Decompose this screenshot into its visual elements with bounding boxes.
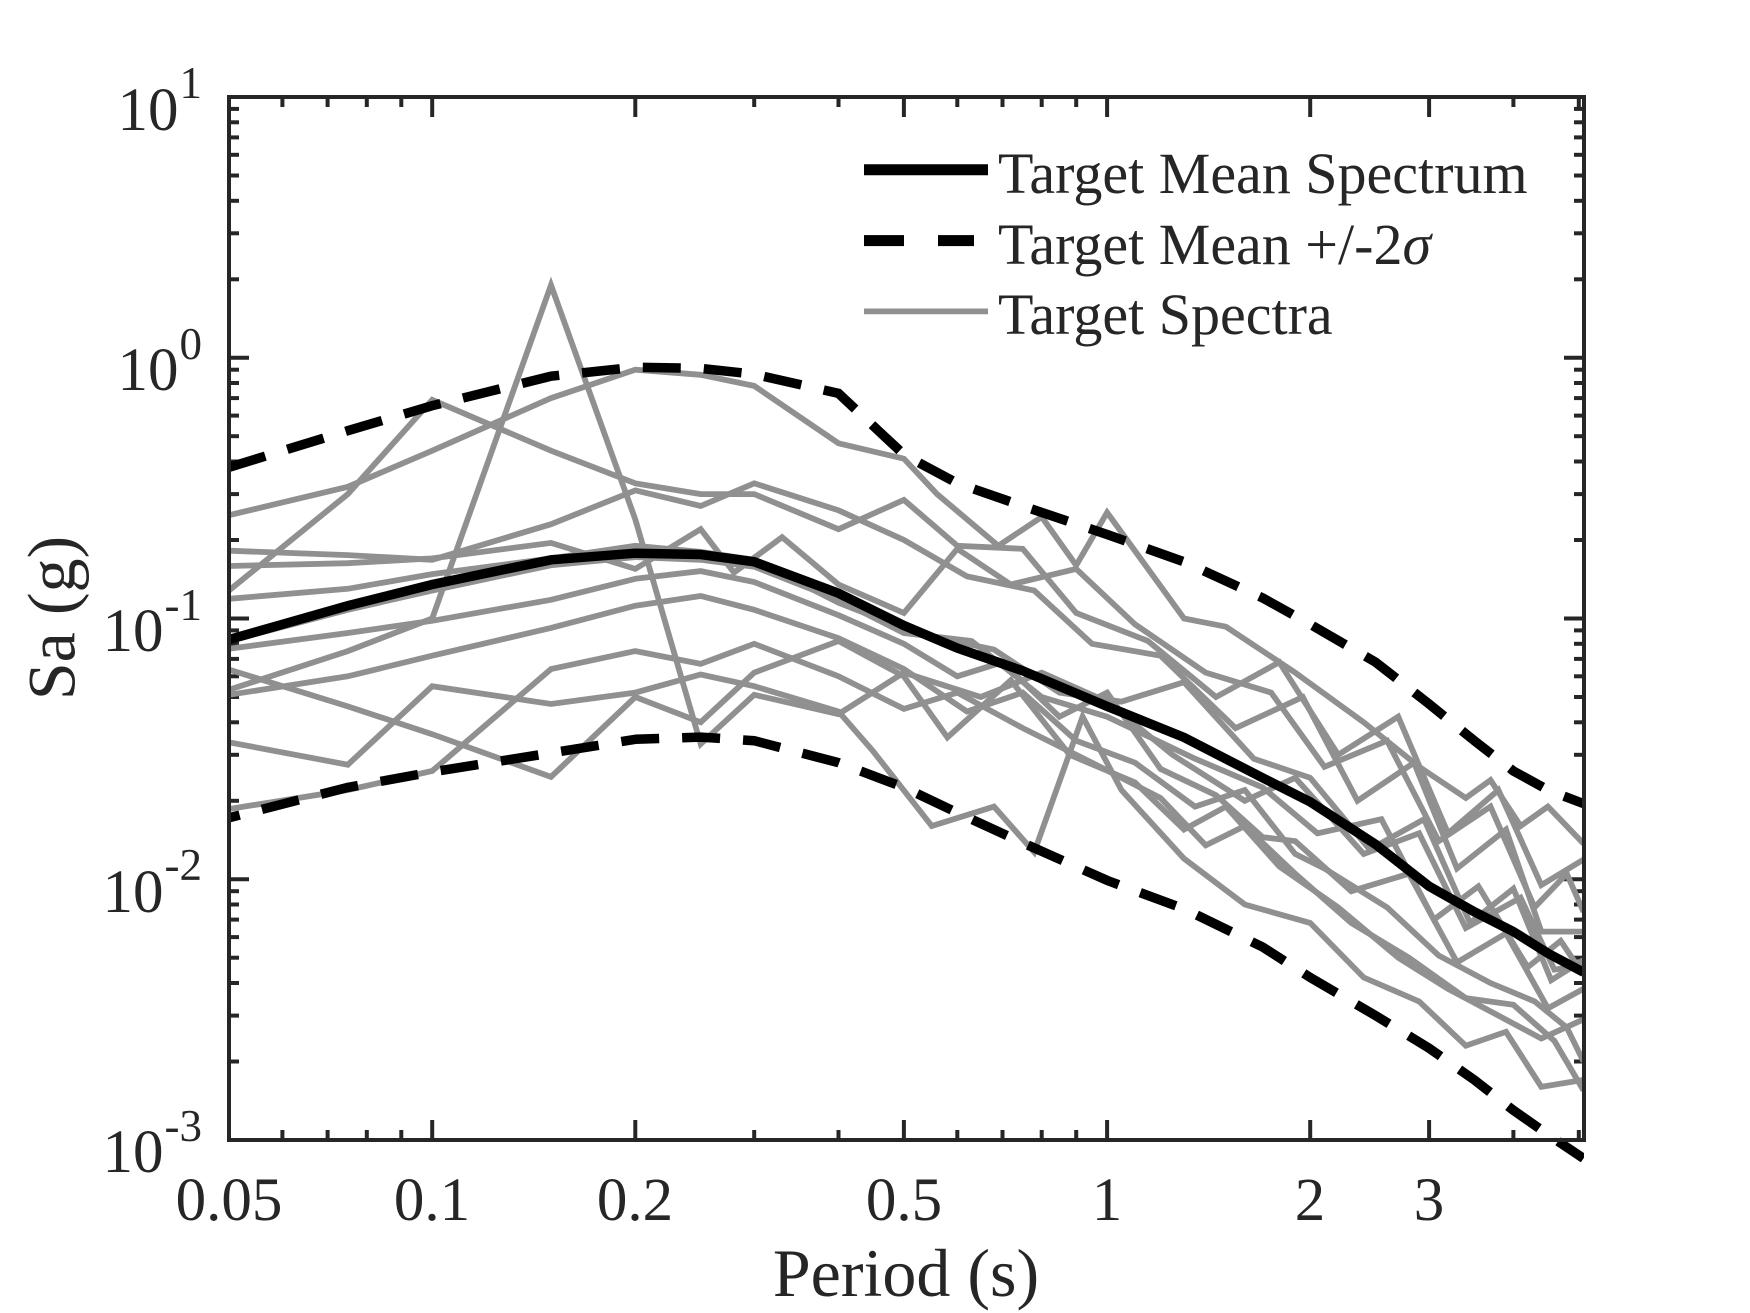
- svg-text:-3: -3: [165, 1101, 203, 1151]
- svg-text:0: 0: [180, 319, 203, 369]
- svg-text:2: 2: [1295, 1167, 1326, 1234]
- svg-text:0.1: 0.1: [394, 1167, 470, 1234]
- svg-text:-2: -2: [165, 840, 203, 890]
- svg-text:1: 1: [180, 58, 203, 108]
- svg-text:10: 10: [118, 337, 179, 404]
- svg-text:10: 10: [103, 1119, 164, 1186]
- svg-text:10: 10: [118, 77, 179, 144]
- svg-text:0.5: 0.5: [866, 1167, 942, 1234]
- svg-text:10: 10: [103, 598, 164, 665]
- svg-text:-1: -1: [165, 580, 203, 630]
- svg-text:10: 10: [103, 859, 164, 926]
- svg-text:Period (s): Period (s): [773, 1235, 1039, 1311]
- svg-text:Target Mean Spectrum: Target Mean Spectrum: [998, 141, 1528, 206]
- svg-text:3: 3: [1414, 1167, 1445, 1234]
- svg-text:Target Mean +/-2σ: Target Mean +/-2σ: [998, 212, 1433, 277]
- svg-text:0.2: 0.2: [597, 1167, 673, 1234]
- svg-text:Target Spectra: Target Spectra: [998, 282, 1333, 347]
- svg-text:Sa (g): Sa (g): [14, 536, 90, 700]
- svg-text:1: 1: [1092, 1167, 1123, 1234]
- svg-text:0.05: 0.05: [176, 1167, 283, 1234]
